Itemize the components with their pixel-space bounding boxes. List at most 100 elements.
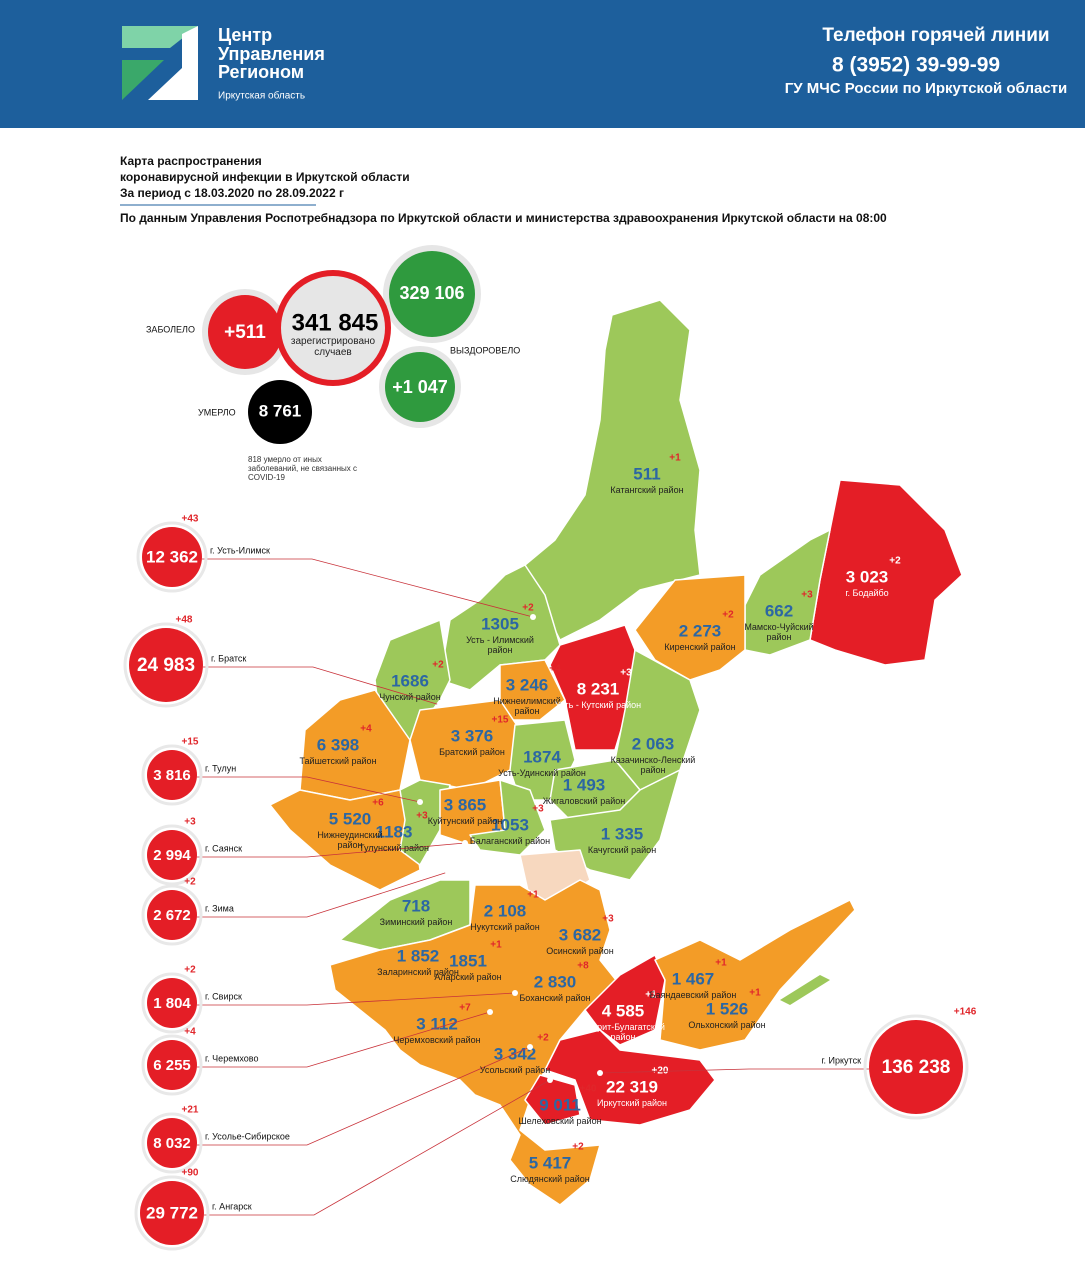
district-total: 3 246	[506, 675, 549, 694]
district-name: Баяндаевский район	[649, 990, 737, 1000]
district-total: 5 520	[329, 809, 372, 828]
recovered-label: ВЫЗДОРОВЕЛО	[450, 345, 520, 355]
city-badge	[147, 750, 197, 800]
district-total: 1183	[376, 822, 413, 841]
district-total: 1 467	[672, 969, 715, 988]
district-name: г. Бодайбо	[845, 588, 889, 598]
district-change: +1	[715, 958, 727, 969]
district-total: 3 376	[451, 726, 494, 745]
city-total: 3 816	[153, 767, 191, 784]
city-change: +90	[182, 1168, 199, 1179]
city-total: 2 672	[153, 907, 191, 924]
district-total: 5 417	[529, 1153, 572, 1172]
city-name: г. Усолье-Сибирское	[205, 1131, 290, 1141]
city-badge	[134, 1175, 210, 1251]
city-name: г. Саянск	[205, 843, 242, 853]
district-name: Осинский район	[546, 946, 614, 956]
sick-new: +511	[224, 322, 266, 343]
city-total: 24 983	[137, 655, 195, 676]
leader-line	[197, 842, 466, 858]
district-name: Тайшетский район	[299, 756, 377, 766]
district-change: +1	[749, 988, 761, 999]
city-circle	[487, 1009, 493, 1015]
city-badge	[136, 521, 208, 593]
district-name: Братский район	[439, 747, 505, 757]
district-total: 3 112	[416, 1014, 458, 1033]
district-name: Нукутский район	[470, 922, 540, 932]
city-badge	[141, 1112, 203, 1174]
logo-text: Управления	[218, 44, 325, 64]
district-total: 1874	[523, 747, 561, 766]
city-name: г. Братск	[211, 653, 246, 663]
leader-line	[197, 1011, 491, 1068]
district-name: Усть-Удинский район	[498, 768, 586, 778]
district-name: Мамско-Чуйский район	[744, 622, 814, 642]
intro-source: По данным Управления Роспотребнадзора по…	[120, 211, 887, 225]
district-change: +2	[432, 660, 444, 671]
district-total: 1686	[391, 671, 429, 690]
district-total: 1 852	[397, 946, 440, 965]
district-name: Киренский район	[664, 642, 736, 652]
logo-text: Регионом	[218, 62, 304, 82]
city-circle	[462, 840, 468, 846]
died: 8 761	[259, 401, 302, 420]
district-total: 4 585	[602, 1001, 645, 1020]
district-change: +3	[620, 668, 632, 679]
district-change: +3	[602, 914, 614, 925]
total-caption: зарегистрировано случаев	[290, 336, 376, 358]
leader-line	[203, 666, 441, 706]
district-change: +2	[537, 1033, 549, 1044]
city-name: г. Зима	[205, 903, 234, 913]
city-change: +146	[954, 1007, 977, 1018]
leader-line	[197, 1046, 531, 1146]
district-total: 3 865	[444, 795, 487, 814]
recovered-total: 329 106	[399, 283, 464, 303]
district-total: 6 398	[317, 735, 360, 754]
district-total: 2 273	[679, 621, 722, 640]
district-total: 2 108	[484, 901, 527, 920]
city-change: +15	[182, 737, 199, 748]
leader-line	[599, 1068, 869, 1074]
leader-line	[197, 992, 516, 1006]
district-total: 1851	[449, 951, 487, 970]
district-name: Катангский район	[610, 485, 684, 495]
hotline-phone: 8 (3952) 39-99-99	[832, 54, 1000, 77]
city-badge	[141, 744, 203, 806]
city-change: +43	[182, 514, 199, 525]
city-total: 12 362	[146, 547, 198, 566]
city-badge	[141, 884, 203, 946]
total-cases: 341 845	[292, 309, 379, 336]
district-name: Усть - Кутский район	[554, 700, 642, 710]
district-total: 1 526	[706, 999, 749, 1018]
district-total: 1 335	[601, 824, 644, 843]
city-change: +3	[184, 817, 196, 828]
city-circle	[597, 1070, 603, 1076]
city-circle	[417, 799, 423, 805]
district-change: +6	[372, 798, 384, 809]
district-total: 3 682	[559, 925, 602, 944]
city-change: +4	[184, 1027, 196, 1038]
city-name: г. Ангарск	[212, 1201, 252, 1211]
district-change: +8	[577, 961, 589, 972]
district-total: 718	[402, 896, 430, 915]
district-name: Нижнеилимский район	[493, 696, 561, 716]
district-name: Тулунский район	[358, 843, 430, 853]
district-name: Жигаловский район	[542, 796, 626, 806]
district-change: +2	[572, 1142, 584, 1153]
city-total: 29 772	[146, 1203, 198, 1222]
district-change: +2	[522, 603, 534, 614]
map	[269, 299, 963, 1206]
city-name: г. Черемхово	[205, 1053, 258, 1063]
city-name: г. Тулун	[205, 763, 236, 773]
district-total: 2 830	[534, 972, 577, 991]
district-name: Иркутский район	[596, 1098, 668, 1108]
city-total: 2 994	[153, 847, 191, 864]
intro-title: коронавирусной инфекции в Иркутской обла…	[120, 170, 410, 184]
hotline-org: ГУ МЧС России по Иркутской области	[785, 80, 1067, 97]
district-change: +40	[580, 1084, 597, 1095]
district-total: 1305	[481, 614, 519, 633]
district-name: Слюдянский район	[510, 1174, 590, 1184]
district-name: Черемховский район	[393, 1035, 481, 1045]
district-name: Нижнеудинский район	[317, 830, 383, 850]
